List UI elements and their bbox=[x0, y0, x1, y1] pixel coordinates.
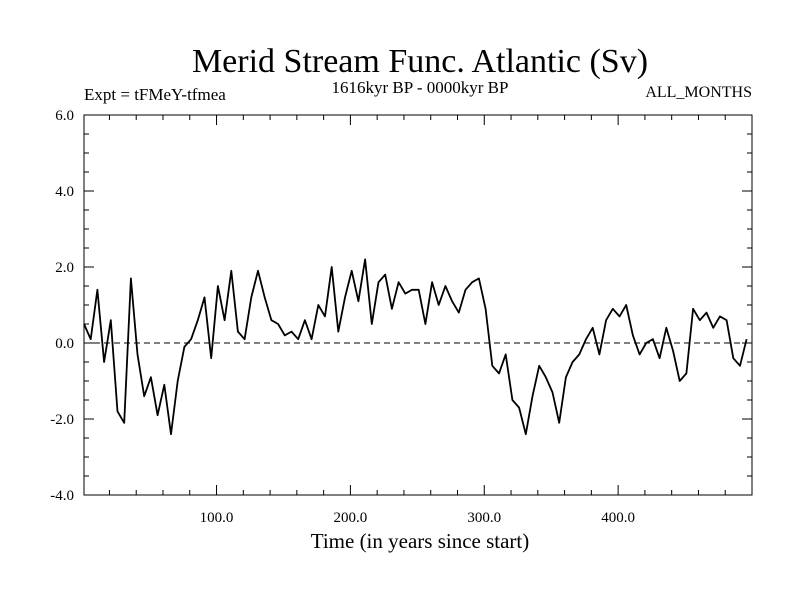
experiment-annotation: Expt = tFMeY-tfmea bbox=[84, 85, 226, 104]
y-tick-label: 4.0 bbox=[55, 184, 74, 200]
y-tick-label: 0.0 bbox=[55, 336, 74, 352]
y-tick-label: 6.0 bbox=[55, 108, 74, 124]
months-annotation: ALL_MONTHS bbox=[645, 84, 752, 101]
plot-frame bbox=[83, 114, 753, 496]
series-line bbox=[83, 258, 748, 436]
y-tick-label: 2.0 bbox=[55, 260, 74, 276]
y-tick-label: -4.0 bbox=[50, 488, 74, 504]
plot-area bbox=[83, 114, 753, 496]
x-tick-label: 100.0 bbox=[200, 510, 234, 526]
x-tick-label: 400.0 bbox=[601, 510, 635, 526]
axis-ticks bbox=[84, 114, 752, 496]
series-group bbox=[83, 258, 752, 436]
y-tick-label: -2.0 bbox=[50, 412, 74, 428]
axis-tick-labels: 100.0 200.0 300.0 400.0 -4.0 -2.0 0.0 2.0 4.0 6.0 bbox=[50, 108, 635, 526]
x-tick-label: 300.0 bbox=[467, 510, 501, 526]
chart-title: Merid Stream Func. Atlantic (Sv) bbox=[192, 43, 648, 80]
chart-subtitle: 1616kyr BP - 0000kyr BP bbox=[332, 78, 509, 97]
x-tick-label: 200.0 bbox=[334, 510, 368, 526]
x-axis-label: Time (in years since start) bbox=[311, 529, 530, 553]
